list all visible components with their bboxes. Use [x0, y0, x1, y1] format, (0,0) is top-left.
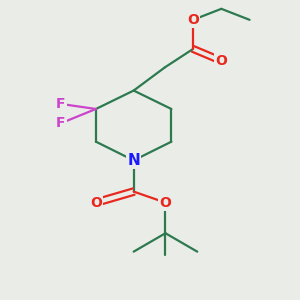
Text: O: O — [160, 196, 171, 210]
Text: N: N — [127, 153, 140, 168]
Text: F: F — [56, 116, 66, 130]
Text: O: O — [90, 196, 102, 210]
Text: O: O — [215, 54, 227, 68]
Text: O: O — [187, 13, 199, 27]
Text: F: F — [56, 97, 66, 111]
